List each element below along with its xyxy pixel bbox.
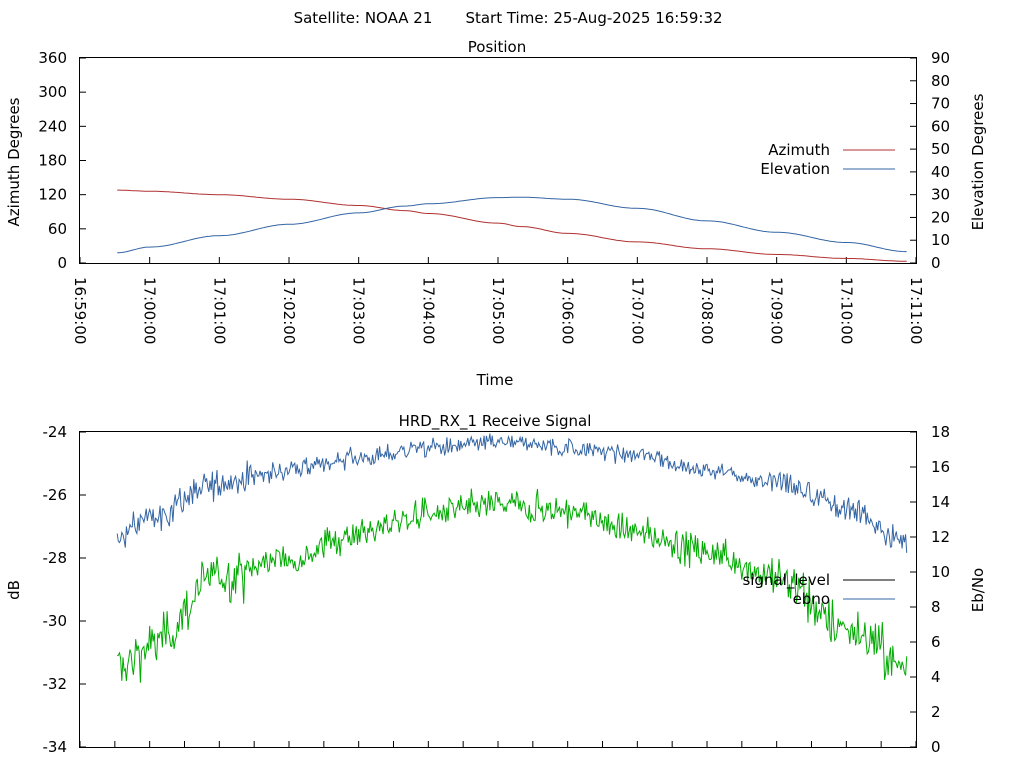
signal-series-ebno-line [116, 433, 908, 553]
signal-left-tick-label: -32 [43, 675, 68, 693]
position-series-elevation-line [117, 196, 907, 254]
position-time-tick-label: 17:08:00 [698, 277, 716, 344]
position-legend-label: Elevation [760, 160, 830, 178]
signal-right-tick-label: 10 [931, 563, 950, 581]
position-right-tick-label: 40 [931, 163, 950, 181]
position-left-tick-label: 60 [48, 220, 67, 238]
position-time-tick-label: 17:07:00 [628, 277, 646, 344]
position-left-tick-label: 180 [38, 152, 67, 170]
signal-plot-frame [79, 431, 917, 748]
signal-left-axis-label: dB [5, 580, 23, 600]
signal-left-tick-label: -34 [43, 738, 68, 756]
satellite-label: Satellite: NOAA 21 [294, 9, 433, 27]
position-legend-label: Azimuth [768, 141, 830, 159]
position-time-tick-label: 17:09:00 [768, 277, 786, 344]
position-series-azimuth-line [117, 189, 907, 262]
signal-chart-title: HRD_RX_1 Receive Signal [399, 412, 592, 431]
position-right-tick-label: 0 [931, 254, 941, 272]
position-time-tick-label: 16:59:00 [71, 277, 89, 344]
position-left-tick-label: 360 [38, 49, 67, 67]
position-time-tick-label: 17:03:00 [350, 277, 368, 344]
position-chart-title: Position [468, 38, 526, 56]
position-time-tick-label: 17:11:00 [907, 277, 925, 344]
position-left-tick-label: 120 [38, 186, 67, 204]
position-time-tick-label: 17:00:00 [141, 277, 159, 344]
position-time-tick-label: 17:01:00 [210, 277, 228, 344]
signal-right-tick-label: 2 [931, 703, 941, 721]
position-time-tick-label: 17:10:00 [837, 277, 855, 344]
signal-right-tick-label: 8 [931, 598, 941, 616]
signal-legend-label: ebno [793, 590, 830, 608]
position-right-tick-label: 30 [931, 186, 950, 204]
signal-series-signal-level-line [116, 488, 908, 683]
signal-right-tick-label: 18 [931, 423, 950, 441]
start-time-label: Start Time: 25-Aug-2025 16:59:32 [465, 9, 722, 27]
position-left-tick-label: 300 [38, 83, 67, 101]
signal-right-axis-label: Eb/No [969, 568, 987, 612]
position-right-tick-label: 90 [931, 49, 950, 67]
signal-right-tick-label: 4 [931, 668, 941, 686]
signal-left-tick-label: -26 [43, 486, 68, 504]
position-right-tick-label: 20 [931, 208, 950, 226]
position-right-tick-label: 80 [931, 72, 950, 90]
position-right-tick-label: 70 [931, 95, 950, 113]
signal-legend-label: signal_level [742, 571, 830, 590]
signal-right-tick-label: 16 [931, 458, 950, 476]
position-time-tick-label: 17:05:00 [489, 277, 507, 344]
position-x-axis-label: Time [476, 371, 514, 389]
position-time-tick-label: 17:06:00 [559, 277, 577, 344]
position-left-tick-label: 240 [38, 117, 67, 135]
signal-right-tick-label: 14 [931, 493, 950, 511]
signal-left-tick-label: -28 [43, 549, 68, 567]
position-right-tick-label: 60 [931, 117, 950, 135]
position-left-axis-label: Azimuth Degrees [5, 97, 23, 226]
signal-right-tick-label: 0 [931, 738, 941, 756]
signal-right-tick-label: 6 [931, 633, 941, 651]
position-plot-frame [79, 57, 917, 264]
signal-left-tick-label: -30 [43, 612, 68, 630]
position-left-tick-label: 0 [57, 254, 67, 272]
position-right-tick-label: 10 [931, 231, 950, 249]
position-right-tick-label: 50 [931, 140, 950, 158]
position-time-tick-label: 17:04:00 [419, 277, 437, 344]
signal-left-tick-label: -24 [43, 423, 68, 441]
position-time-tick-label: 17:02:00 [280, 277, 298, 344]
signal-chart-marks: -24 -26 -28 -30 -32 -34 18 16 14 12 10 8 6 4 2 0 signal_… [43, 423, 951, 756]
signal-right-tick-label: 12 [931, 528, 950, 546]
position-chart-marks: 0 60 120 180 240 300 360 0 10 20 30 40 50 60 70 80 90 16:… [38, 49, 950, 344]
position-right-axis-label: Elevation Degrees [969, 93, 987, 230]
